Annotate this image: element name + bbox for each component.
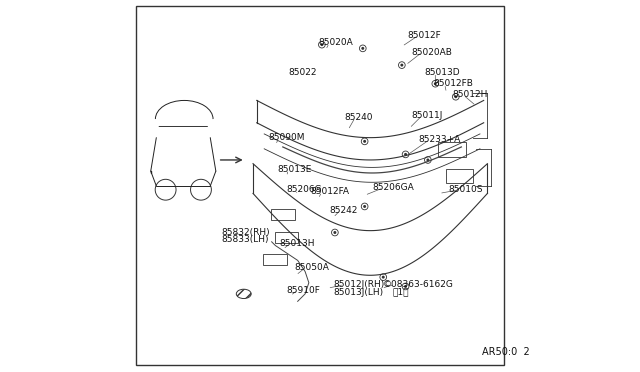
Text: 85013J(LH): 85013J(LH) xyxy=(333,288,383,296)
Circle shape xyxy=(333,231,337,234)
Text: 85233+A: 85233+A xyxy=(419,135,461,144)
Text: ©08363-6162G: ©08363-6162G xyxy=(383,280,454,289)
Circle shape xyxy=(362,47,364,50)
Text: 85206GA: 85206GA xyxy=(372,183,414,192)
Circle shape xyxy=(363,205,366,208)
Text: 85010S: 85010S xyxy=(449,185,483,194)
Text: 85012FA: 85012FA xyxy=(310,187,349,196)
Text: 85910F: 85910F xyxy=(287,286,321,295)
Text: 85012FB: 85012FB xyxy=(433,79,474,88)
Text: 85050A: 85050A xyxy=(294,263,329,272)
Text: 85012H: 85012H xyxy=(452,90,488,99)
Text: 85832(RH): 85832(RH) xyxy=(221,228,270,237)
Circle shape xyxy=(363,140,366,143)
Circle shape xyxy=(381,276,385,279)
Circle shape xyxy=(404,153,407,156)
Text: 85242: 85242 xyxy=(330,206,358,215)
Circle shape xyxy=(454,95,457,98)
Text: 85240: 85240 xyxy=(344,113,372,122)
Text: 85012J(RH): 85012J(RH) xyxy=(333,280,384,289)
Text: 85013E: 85013E xyxy=(277,165,312,174)
Text: 85090M: 85090M xyxy=(268,133,305,142)
Text: 85013D: 85013D xyxy=(424,68,460,77)
Text: 85022: 85022 xyxy=(289,68,317,77)
Circle shape xyxy=(426,158,429,161)
Circle shape xyxy=(401,64,403,67)
Text: 85833(LH): 85833(LH) xyxy=(221,235,269,244)
Circle shape xyxy=(321,43,323,46)
Text: （1）: （1） xyxy=(392,288,409,296)
Text: 85013H: 85013H xyxy=(279,239,315,248)
Text: 85011J: 85011J xyxy=(411,111,442,120)
Text: 85012F: 85012F xyxy=(408,31,441,40)
Circle shape xyxy=(404,285,407,288)
Text: 85020AB: 85020AB xyxy=(411,48,452,57)
Circle shape xyxy=(434,82,437,85)
Text: 85206G: 85206G xyxy=(287,185,322,194)
Text: 85020A: 85020A xyxy=(318,38,353,47)
Text: AR50:0  2: AR50:0 2 xyxy=(482,347,529,356)
